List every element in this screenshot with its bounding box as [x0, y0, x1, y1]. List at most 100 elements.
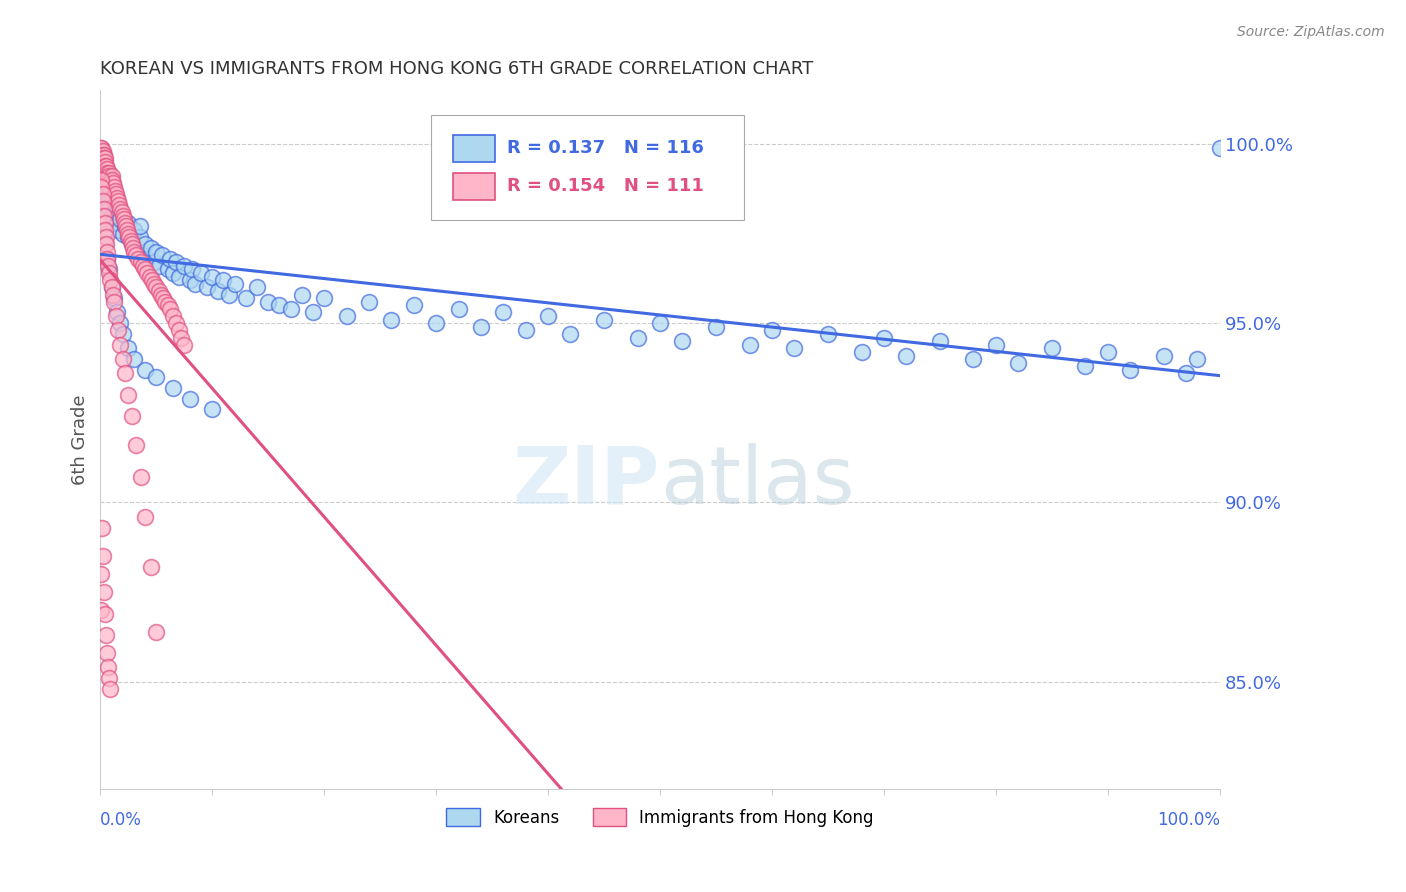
Point	[314, 291, 336, 305]
Point	[98, 169, 121, 184]
Point	[851, 345, 873, 359]
Point	[783, 342, 806, 356]
Point	[91, 148, 114, 162]
Point	[90, 145, 112, 159]
Point	[896, 349, 918, 363]
Point	[150, 248, 173, 262]
Point	[155, 294, 177, 309]
Point	[336, 309, 359, 323]
Point	[93, 191, 115, 205]
Point	[100, 280, 122, 294]
Point	[127, 252, 149, 266]
Point	[91, 155, 114, 169]
Point	[96, 252, 118, 266]
Point	[1074, 359, 1097, 374]
Point	[149, 287, 172, 301]
Point	[132, 248, 155, 262]
Point	[100, 177, 122, 191]
Point	[107, 194, 129, 209]
Point	[94, 155, 117, 169]
Point	[761, 323, 783, 337]
Point	[110, 337, 132, 351]
Point	[159, 301, 181, 316]
Point	[139, 241, 162, 255]
Point	[117, 227, 139, 241]
Point	[114, 216, 136, 230]
Point	[91, 184, 114, 198]
Text: R = 0.137   N = 116: R = 0.137 N = 116	[506, 138, 703, 157]
Point	[107, 223, 129, 237]
Point	[96, 252, 118, 266]
Text: KOREAN VS IMMIGRANTS FROM HONG KONG 6TH GRADE CORRELATION CHART: KOREAN VS IMMIGRANTS FROM HONG KONG 6TH …	[100, 60, 814, 78]
Point	[141, 273, 163, 287]
Point	[302, 305, 325, 319]
Point	[145, 624, 167, 639]
Point	[162, 381, 184, 395]
Point	[91, 145, 114, 159]
Text: 0.0%: 0.0%	[100, 811, 142, 829]
Point	[90, 603, 112, 617]
Point	[110, 212, 132, 227]
Point	[111, 205, 134, 219]
Point	[94, 162, 117, 177]
Point	[166, 316, 188, 330]
Point	[118, 230, 141, 244]
Point	[94, 159, 117, 173]
Point	[145, 370, 167, 384]
Point	[134, 262, 156, 277]
Point	[122, 352, 145, 367]
Point	[1040, 342, 1063, 356]
Point	[104, 184, 127, 198]
Point	[560, 326, 582, 341]
Point	[159, 252, 181, 266]
Point	[91, 194, 114, 209]
Point	[97, 194, 120, 209]
Point	[224, 277, 246, 291]
Point	[111, 352, 134, 367]
Point	[145, 280, 167, 294]
Point	[90, 148, 112, 162]
Point	[93, 155, 115, 169]
Point	[152, 291, 174, 305]
Point	[648, 316, 671, 330]
Point	[108, 198, 131, 212]
Point	[93, 180, 115, 194]
Point	[93, 227, 115, 241]
Point	[148, 284, 170, 298]
Point	[90, 140, 112, 154]
Point	[96, 187, 118, 202]
Point	[984, 337, 1007, 351]
Point	[291, 287, 314, 301]
Point	[96, 166, 118, 180]
Point	[128, 219, 150, 234]
Point	[134, 509, 156, 524]
Point	[94, 223, 117, 237]
Point	[704, 319, 727, 334]
Point	[1153, 349, 1175, 363]
Point	[96, 646, 118, 660]
Point	[100, 191, 122, 205]
Point	[195, 280, 218, 294]
Point	[97, 259, 120, 273]
Point	[156, 262, 179, 277]
Point	[94, 628, 117, 642]
Point	[100, 169, 122, 184]
Point	[94, 194, 117, 209]
Point	[90, 177, 112, 191]
Point	[1187, 352, 1209, 367]
Point	[91, 155, 114, 169]
Point	[1119, 363, 1142, 377]
Point	[136, 252, 159, 266]
Point	[190, 266, 212, 280]
Text: atlas: atlas	[659, 442, 855, 521]
Point	[100, 209, 122, 223]
Point	[94, 173, 117, 187]
Point	[90, 173, 112, 187]
Text: ZIP: ZIP	[513, 442, 659, 521]
Point	[98, 262, 121, 277]
Point	[104, 198, 127, 212]
Point	[593, 312, 616, 326]
Point	[105, 205, 128, 219]
Point	[257, 294, 280, 309]
Point	[94, 607, 117, 621]
